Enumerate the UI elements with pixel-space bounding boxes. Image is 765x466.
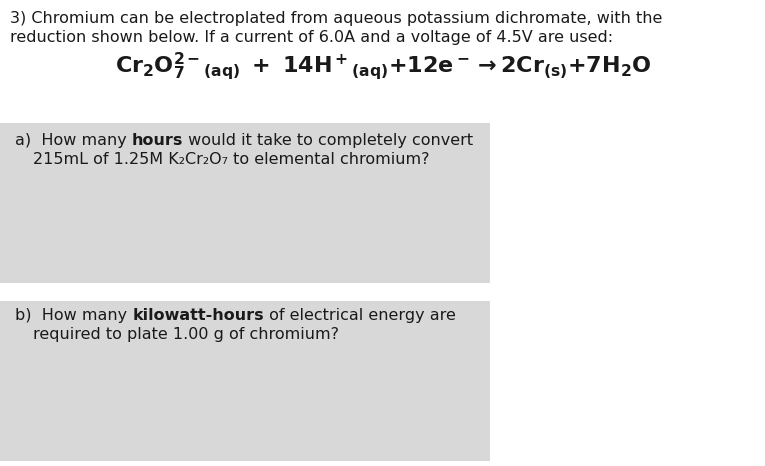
Text: 3) Chromium can be electroplated from aqueous potassium dichromate, with the: 3) Chromium can be electroplated from aq… — [10, 11, 662, 26]
Text: required to plate 1.00 g of chromium?: required to plate 1.00 g of chromium? — [33, 327, 339, 342]
Text: of electrical energy are: of electrical energy are — [264, 308, 456, 323]
Text: hours: hours — [132, 133, 184, 148]
Text: 215mL of 1.25M K₂Cr₂O₇ to elemental chromium?: 215mL of 1.25M K₂Cr₂O₇ to elemental chro… — [33, 152, 429, 167]
Text: b)  How many: b) How many — [15, 308, 132, 323]
FancyBboxPatch shape — [0, 123, 765, 283]
FancyBboxPatch shape — [0, 301, 765, 461]
Text: $\mathit{\mathbf{Cr_2O_7^{2-}}}$${}_{\mathbf{(aq)}}$$\mathit{\mathbf{\ +\ 14H^+}: $\mathit{\mathbf{Cr_2O_7^{2-}}}$${}_{\ma… — [115, 50, 651, 82]
FancyBboxPatch shape — [490, 123, 765, 283]
Text: would it take to completely convert: would it take to completely convert — [184, 133, 474, 148]
FancyBboxPatch shape — [490, 301, 765, 461]
Text: reduction shown below. If a current of 6.0A and a voltage of 4.5V are used:: reduction shown below. If a current of 6… — [10, 30, 613, 45]
Text: kilowatt-hours: kilowatt-hours — [132, 308, 264, 323]
Text: a)  How many: a) How many — [15, 133, 132, 148]
